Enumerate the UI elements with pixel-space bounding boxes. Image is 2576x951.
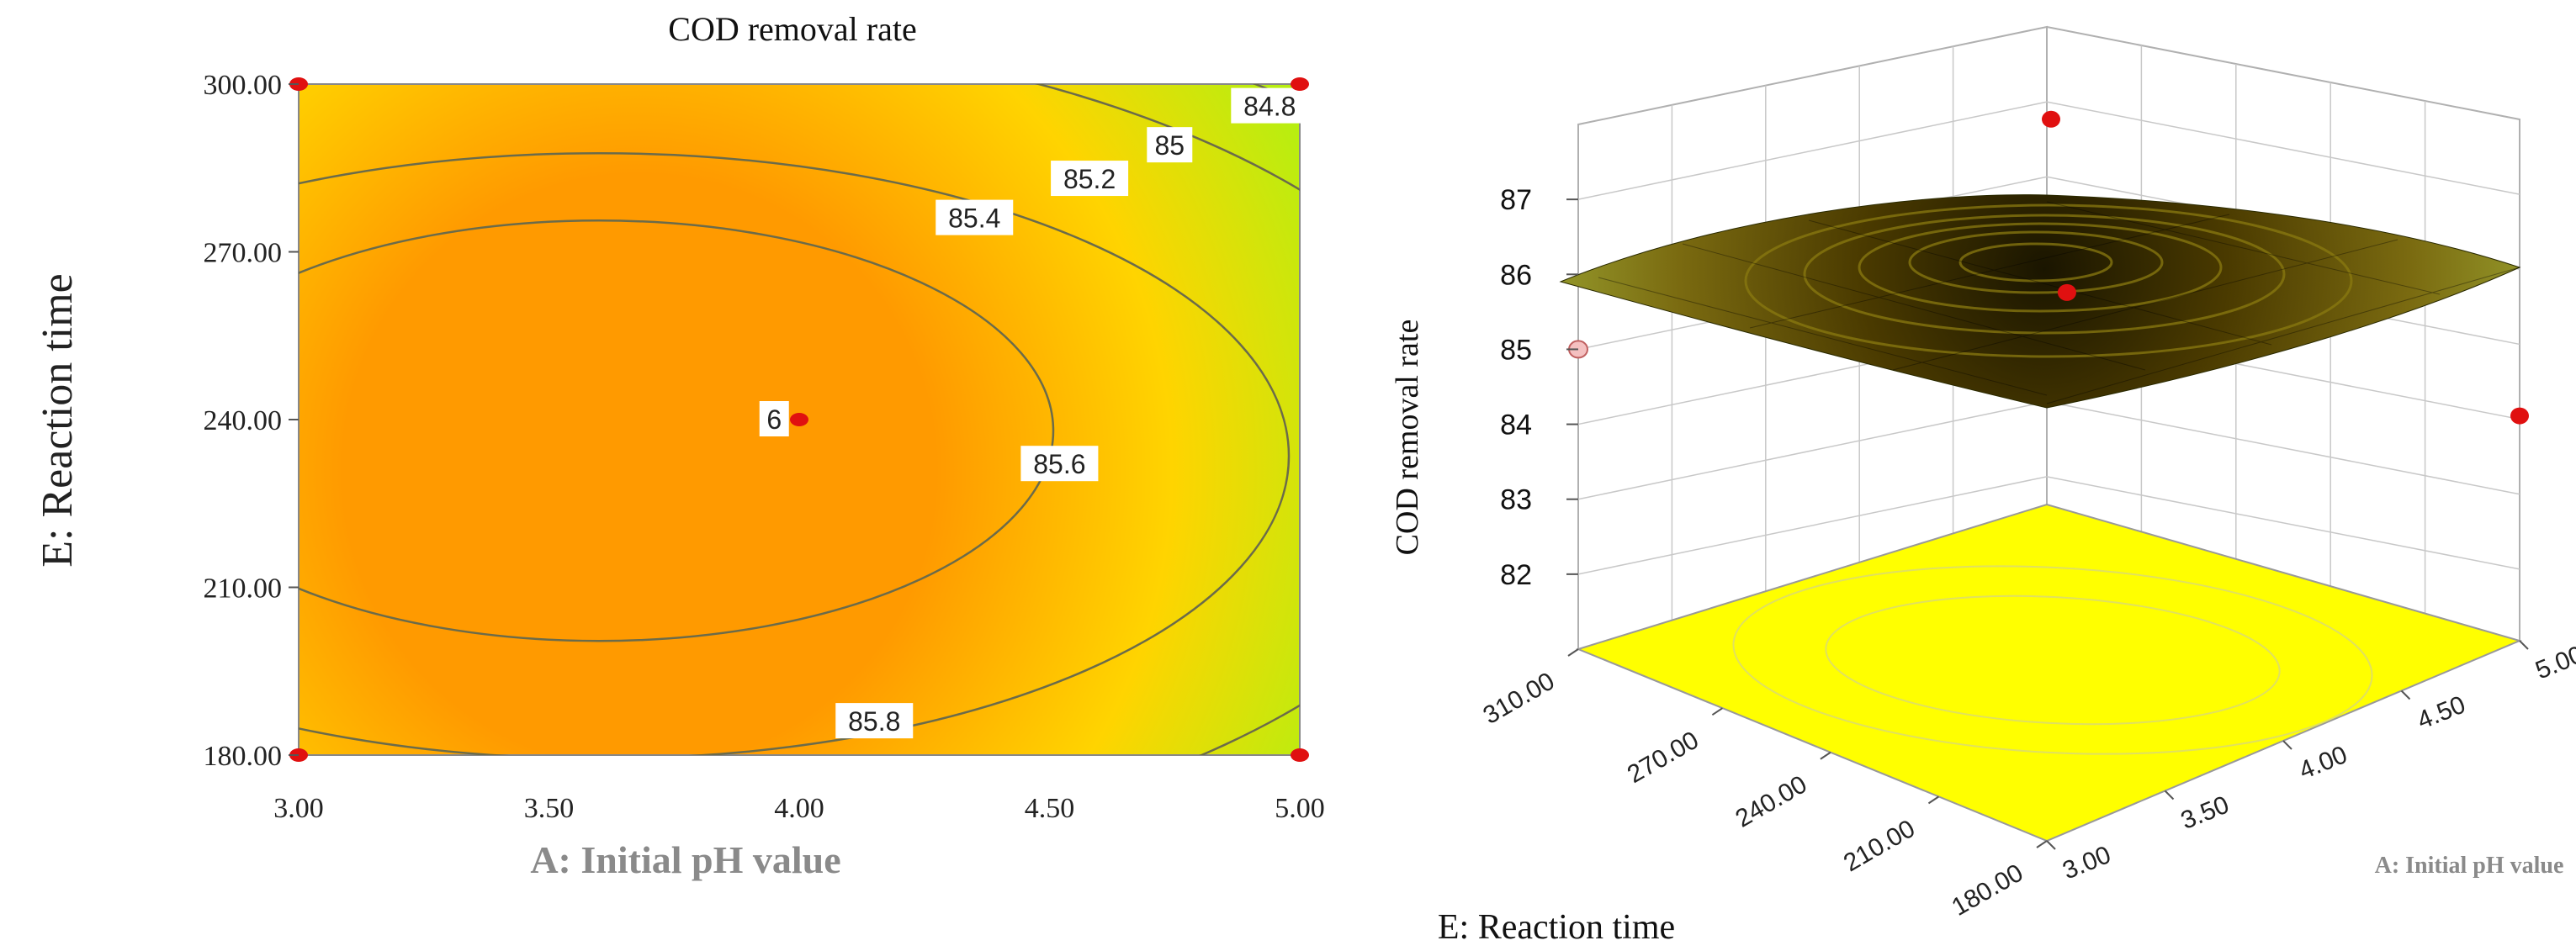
- surface-wall-gridline: [1577, 476, 2520, 575]
- surface-wall-gridline: [1577, 101, 2520, 200]
- surface-z-tick-label: 87: [1500, 184, 1532, 216]
- surface-design-points: [1568, 110, 2529, 425]
- surface-z-tick-label: 85: [1500, 334, 1532, 366]
- contour-label-box: [835, 703, 914, 739]
- contour-label: 85: [1155, 130, 1185, 161]
- surface-y-tick-label: 210.00: [1839, 815, 1920, 877]
- surface-z-tick-label: 86: [1500, 259, 1532, 291]
- response-surface: [1559, 194, 2521, 409]
- contour-label: 85.2: [1063, 164, 1116, 194]
- contour-y-tick-label: 210.00: [204, 573, 283, 605]
- contour-label-box: [1231, 87, 1309, 124]
- surface-y-tick-label: 270.00: [1623, 726, 1704, 789]
- contour-y-tick-label: 300.00: [204, 70, 283, 101]
- surface-z-ticks: 82 83 84 85 86 87: [1500, 184, 1578, 591]
- contour-line-85-8: [299, 152, 1291, 755]
- surface-y-tick-label: 310.00: [1479, 667, 1560, 729]
- contour-y-tick-label: 240.00: [204, 405, 283, 436]
- surface-x-tick-mark: [2519, 640, 2529, 650]
- contour-label: 85.6: [1033, 449, 1085, 479]
- contour-design-point: [1291, 748, 1309, 762]
- contour-x-axis-label: A: Initial pH value: [530, 838, 840, 881]
- surface-y-tick-mark: [1567, 648, 1579, 657]
- surface-z-tick-label: 82: [1500, 559, 1532, 591]
- contour-title: COD removal rate: [668, 10, 916, 48]
- contour-chart: COD removal rate 84.8 85 85.2 85.4 85.6 85.8 6…: [34, 10, 1325, 881]
- surface-design-point: [2510, 407, 2529, 425]
- contour-x-tick-label: 3.50: [524, 793, 575, 824]
- contour-x-tick-label: 3.00: [273, 793, 324, 824]
- contour-lines: [299, 84, 1300, 755]
- contour-label-box: [1147, 127, 1193, 163]
- surface-z-tick-label: 83: [1500, 484, 1532, 516]
- surface-floor-contours: [1732, 565, 2373, 755]
- contour-label-box: [1020, 446, 1099, 482]
- surface-wall-gridline: [1577, 400, 2520, 500]
- surface-x-tick-label: 3.00: [2059, 841, 2115, 885]
- contour-line-85-6: [299, 219, 1055, 642]
- contour-y-axis-label: E: Reaction time: [34, 273, 82, 567]
- surface-z-axis-label: COD removal rate: [1390, 320, 1425, 556]
- contour-x-tick-label: 4.50: [1025, 793, 1075, 824]
- surface-design-point: [2042, 110, 2060, 128]
- contour-design-point: [790, 413, 808, 426]
- surface-z-tick-label: 84: [1500, 409, 1532, 441]
- surface-x-tick-mark: [2282, 740, 2292, 750]
- surface-design-point: [2057, 283, 2076, 301]
- surface-x-axis-label: A: Initial pH value: [2375, 853, 2564, 879]
- contour-label: 85.4: [948, 203, 1000, 234]
- surface-x-tick-label: 3.50: [2177, 791, 2234, 835]
- contour-label-box: [936, 199, 1014, 235]
- contour-x-tick-label: 4.00: [774, 793, 824, 824]
- contour-x-tick-label: 5.00: [1275, 793, 1325, 824]
- contour-label-box: [1051, 161, 1129, 197]
- surface-rings: [1744, 203, 2353, 358]
- surface-x-tick-mark: [2400, 689, 2411, 700]
- surface-x-tick-label: 4.00: [2295, 741, 2351, 785]
- contour-label: 85.8: [848, 706, 900, 737]
- surface-x-tick-mark: [2164, 790, 2175, 800]
- contour-x-ticks: 3.00 3.50 4.00 4.50 5.00: [273, 793, 1325, 824]
- surface-x-tick-label: 4.50: [2414, 691, 2470, 735]
- contour-design-point: [1291, 77, 1309, 91]
- surface-y-tick-label: 240.00: [1731, 770, 1811, 832]
- contour-labels: 84.8 85 85.2 85.4 85.6 85.8 6: [759, 87, 1309, 739]
- surface-y-tick-mark: [1927, 795, 1940, 805]
- surface-y-axis-label: E: Reaction time: [1438, 908, 1675, 947]
- surface-y-tick-mark: [2036, 840, 2048, 848]
- surface-y-tick-mark: [1820, 751, 1831, 760]
- surface-floor: [1576, 503, 2522, 843]
- contour-y-tick-label: 180.00: [204, 741, 283, 772]
- contour-y-ticks: 180.00 210.00 240.00 270.00 300.00: [204, 70, 299, 772]
- surface-y-tick-label: 180.00: [1948, 859, 2028, 921]
- contour-y-tick-label: 270.00: [204, 238, 283, 269]
- contour-label: 84.8: [1243, 92, 1296, 122]
- surface-chart: 82 83 84 85 86 87 3.00 3.50 4.00 4.50 5.00 180.00…: [1390, 25, 2576, 947]
- contour-label: 6: [766, 404, 782, 435]
- contour-label-box: [759, 401, 789, 436]
- surface-y-tick-mark: [1711, 707, 1723, 716]
- surface-mesh-grid: [1598, 201, 2520, 404]
- surface-x-tick-label: 5.00: [2531, 641, 2576, 684]
- surface-x-tick-mark: [2046, 840, 2056, 850]
